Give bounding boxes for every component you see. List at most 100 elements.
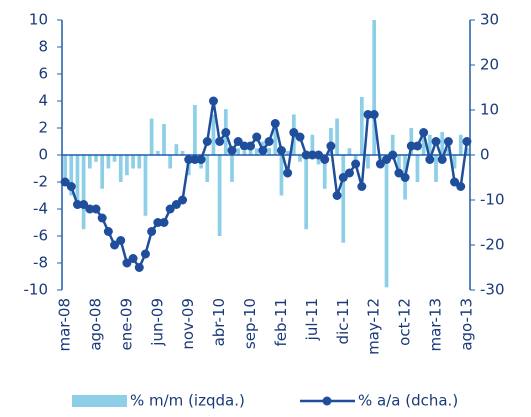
- line-marker: [134, 263, 144, 272]
- line-marker: [283, 168, 293, 178]
- bar: [329, 128, 333, 155]
- bar: [359, 96, 364, 155]
- line-marker: [227, 146, 237, 155]
- line-marker: [388, 150, 398, 160]
- line-marker: [462, 137, 472, 146]
- line-marker: [60, 177, 70, 187]
- bar: [230, 155, 234, 182]
- line-marker: [363, 110, 373, 119]
- line-marker: [72, 200, 82, 209]
- line-marker: [202, 137, 212, 146]
- bar: [168, 155, 173, 169]
- line-marker: [437, 155, 447, 164]
- line-marker: [153, 218, 163, 227]
- bar: [149, 118, 154, 155]
- line-marker: [450, 177, 460, 187]
- line-marker: [239, 141, 249, 151]
- bar: [193, 105, 197, 155]
- line-marker: [264, 137, 274, 146]
- x-tick-label: nov-09: [179, 298, 197, 350]
- y2-tick-label: 10: [480, 101, 499, 119]
- bar: [366, 155, 370, 169]
- line-marker: [406, 141, 416, 151]
- bar: [81, 155, 86, 230]
- bar: [335, 118, 339, 155]
- line-marker: [116, 236, 126, 245]
- bar: [434, 155, 438, 182]
- line-marker: [320, 155, 330, 164]
- y-tick-label: -4: [33, 200, 48, 218]
- line-marker: [171, 200, 181, 209]
- line-marker: [276, 146, 286, 155]
- y2-tick-label: 20: [480, 56, 499, 74]
- bar: [211, 114, 216, 155]
- y2-tick-label: -20: [480, 236, 505, 254]
- bar: [236, 148, 241, 155]
- x-tick-label: ago-13: [457, 298, 475, 351]
- bar: [298, 155, 302, 162]
- bar: [452, 155, 457, 169]
- line-marker: [122, 258, 132, 268]
- legend-label: % a/a (dcha.): [358, 392, 458, 410]
- bar: [304, 155, 309, 230]
- line-marker: [85, 204, 95, 214]
- x-tick-label: ago-08: [87, 298, 105, 351]
- line-marker: [221, 128, 231, 137]
- line-marker: [252, 132, 262, 142]
- line-marker: [97, 213, 107, 223]
- bar: [87, 155, 92, 169]
- line-marker: [258, 146, 268, 155]
- bar: [440, 132, 445, 155]
- bar: [465, 148, 469, 155]
- y2-tick-label: -10: [480, 191, 505, 209]
- bar: [75, 155, 80, 209]
- line-marker: [246, 141, 256, 151]
- x-tick-label: may-12: [365, 298, 383, 355]
- bar: [384, 155, 389, 288]
- line-marker: [103, 227, 113, 236]
- line-marker: [233, 137, 243, 146]
- line-marker: [369, 110, 379, 119]
- bar: [217, 155, 222, 236]
- line-marker: [140, 249, 150, 259]
- bar: [174, 144, 179, 155]
- y2-tick-label: 30: [480, 11, 499, 29]
- bar: [112, 155, 117, 162]
- line-marker: [66, 182, 76, 191]
- bar: [341, 155, 346, 243]
- line-marker: [190, 155, 200, 164]
- line-marker: [289, 128, 299, 137]
- bar: [94, 155, 98, 162]
- line-marker: [326, 141, 336, 151]
- y-tick-label: -6: [33, 227, 48, 245]
- line-marker: [270, 119, 280, 128]
- line-marker: [394, 168, 404, 178]
- legend-swatch: [72, 395, 127, 407]
- x-tick-label: jul-11: [303, 298, 321, 341]
- y-tick-label: 6: [38, 65, 48, 83]
- bar: [347, 148, 352, 155]
- bar: [458, 134, 463, 155]
- bar: [390, 134, 395, 155]
- bar: [63, 155, 67, 182]
- x-tick-label: ene-09: [117, 298, 135, 350]
- y2-tick-label: 0: [480, 146, 490, 164]
- bar: [100, 155, 105, 189]
- legend-swatch: [322, 396, 332, 406]
- x-tick-label: mar-13: [427, 298, 445, 352]
- y-tick-label: -2: [33, 173, 48, 191]
- bar: [397, 155, 401, 169]
- y-tick-label: -10: [24, 281, 49, 299]
- bar: [205, 155, 210, 182]
- line-marker: [79, 200, 89, 209]
- line-marker: [215, 137, 225, 146]
- line-marker: [351, 159, 361, 169]
- line-marker: [443, 137, 453, 146]
- line-marker: [159, 218, 169, 227]
- bar: [279, 155, 284, 196]
- x-tick-label: abr-10: [210, 298, 228, 346]
- line-marker: [382, 155, 392, 164]
- line-marker: [375, 159, 385, 169]
- x-tick-label: feb-11: [272, 298, 290, 347]
- y-tick-label: -8: [33, 254, 48, 272]
